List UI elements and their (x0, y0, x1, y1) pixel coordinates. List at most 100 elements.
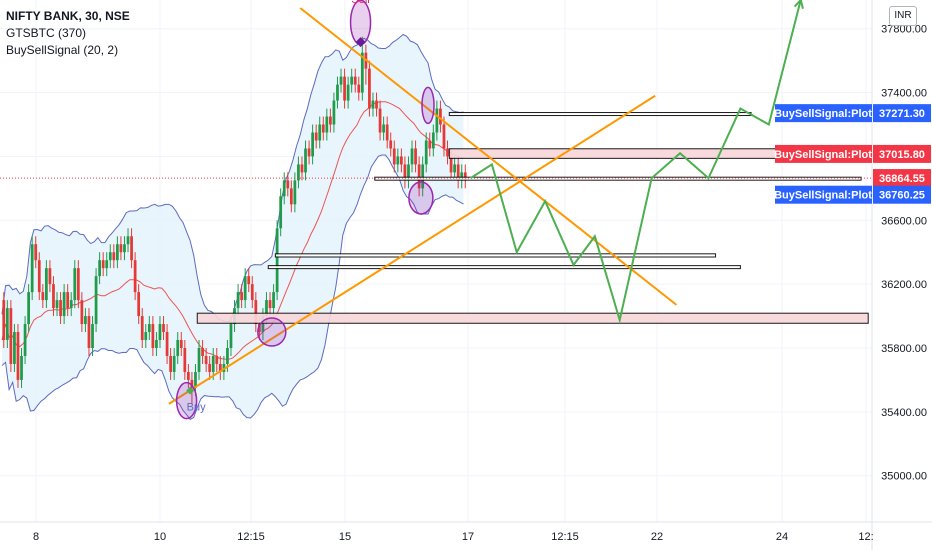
trendline-up[interactable] (168, 94, 656, 405)
candle-body[interactable] (16, 332, 20, 380)
candle-body[interactable] (30, 244, 34, 293)
candle-body[interactable] (73, 268, 77, 301)
candle-body[interactable] (371, 100, 375, 109)
candle-body[interactable] (446, 148, 449, 157)
candle-body[interactable] (169, 355, 172, 372)
candle-body[interactable] (208, 363, 212, 372)
support-resistance-zone[interactable] (448, 148, 784, 159)
candle-body[interactable] (55, 300, 59, 309)
support-resistance-zone[interactable] (274, 253, 717, 258)
candle-body[interactable] (463, 172, 467, 181)
candle-body[interactable] (215, 355, 219, 364)
candle-body[interactable] (350, 76, 354, 85)
candle-body[interactable] (137, 292, 141, 317)
candle-body[interactable] (442, 124, 446, 149)
candle-body[interactable] (293, 180, 297, 205)
candle-body[interactable] (414, 148, 417, 165)
candle-body[interactable] (254, 300, 258, 325)
candle-body[interactable] (403, 164, 407, 181)
candle-body[interactable] (140, 316, 144, 341)
candle-body[interactable] (435, 108, 439, 133)
candle-body[interactable] (80, 300, 84, 325)
candle-body[interactable] (449, 156, 453, 173)
candle-body[interactable] (194, 371, 197, 388)
candle-body[interactable] (368, 68, 371, 109)
candle-body[interactable] (272, 292, 275, 309)
candle-body[interactable] (37, 260, 41, 293)
candle-body[interactable] (311, 132, 314, 157)
candle-body[interactable] (105, 260, 109, 269)
candle-body[interactable] (204, 355, 208, 364)
candle-body[interactable] (94, 276, 98, 325)
price-axis[interactable]: 35000.00 35400.00 35800.00 36200.00 36600.00… (871, 0, 927, 550)
candle-body[interactable] (179, 340, 183, 348)
candle-body[interactable] (346, 84, 350, 101)
candle-body[interactable] (392, 148, 396, 165)
currency-badge[interactable]: INR (889, 6, 917, 26)
legend-symbol[interactable]: NIFTY BANK, 30, NSE (6, 9, 130, 23)
candle-body[interactable] (91, 324, 94, 348)
candle-body[interactable] (378, 108, 382, 133)
candle-body[interactable] (439, 108, 442, 125)
candle-body[interactable] (460, 172, 464, 181)
candle-body[interactable] (162, 324, 165, 333)
candle-body[interactable] (428, 140, 432, 149)
candle-body[interactable] (286, 180, 290, 189)
candle-body[interactable] (5, 308, 9, 341)
candle-body[interactable] (66, 292, 70, 309)
candle-body[interactable] (27, 292, 30, 325)
legend-indicator-buysellsignal[interactable]: BuySellSignal (20, 2) (6, 43, 119, 57)
candle-body[interactable] (300, 164, 304, 173)
candle-body[interactable] (318, 124, 322, 141)
candle-body[interactable] (307, 148, 311, 157)
candle-body[interactable] (218, 363, 222, 372)
candle-body[interactable] (336, 84, 339, 101)
candle-body[interactable] (268, 300, 272, 309)
candle-body[interactable] (197, 348, 201, 372)
candles-series[interactable] (2, 36, 467, 404)
candle-body[interactable] (400, 156, 403, 165)
candle-body[interactable] (289, 188, 293, 205)
candle-body[interactable] (165, 332, 169, 356)
candle-body[interactable] (275, 228, 279, 293)
candle-body[interactable] (410, 148, 414, 165)
candle-body[interactable] (247, 276, 251, 285)
candle-body[interactable] (353, 76, 357, 85)
candle-body[interactable] (62, 292, 66, 317)
legend-indicator-gtsbtc[interactable]: GTSBTC (370) (6, 26, 87, 40)
highlight-ellipse[interactable] (421, 86, 435, 125)
candle-body[interactable] (431, 132, 435, 149)
candle-body[interactable] (190, 379, 194, 388)
highlight-ellipse[interactable] (408, 181, 434, 215)
candle-body[interactable] (158, 324, 162, 341)
candle-body[interactable] (261, 316, 265, 333)
candle-body[interactable] (250, 284, 254, 301)
candle-body[interactable] (339, 76, 343, 85)
drawing-layer[interactable]: Sell Buy (0, 0, 872, 420)
candle-body[interactable] (329, 116, 332, 125)
candle-body[interactable] (23, 324, 27, 356)
candle-body[interactable] (453, 164, 456, 173)
candle-body[interactable] (59, 300, 62, 317)
candle-body[interactable] (108, 252, 112, 261)
candle-body[interactable] (258, 324, 261, 333)
candle-body[interactable] (240, 292, 243, 301)
candle-body[interactable] (375, 100, 378, 109)
candle-body[interactable] (201, 348, 204, 356)
candle-body[interactable] (112, 252, 116, 261)
candle-body[interactable] (130, 236, 133, 261)
highlight-ellipse[interactable] (257, 317, 287, 347)
candle-body[interactable] (226, 348, 229, 364)
candle-body[interactable] (13, 332, 16, 364)
support-resistance-zone[interactable] (448, 112, 752, 117)
candle-body[interactable] (421, 164, 425, 189)
time-axis[interactable]: 8 10 12:15 15 17 12:15 22 24 12: (0, 521, 932, 543)
candle-body[interactable] (151, 324, 155, 348)
candle-body[interactable] (360, 52, 364, 93)
candle-body[interactable] (133, 260, 137, 293)
candle-body[interactable] (332, 100, 336, 125)
candle-body[interactable] (407, 164, 410, 181)
candle-body[interactable] (2, 300, 6, 341)
candle-body[interactable] (265, 300, 268, 317)
candle-body[interactable] (187, 371, 190, 380)
